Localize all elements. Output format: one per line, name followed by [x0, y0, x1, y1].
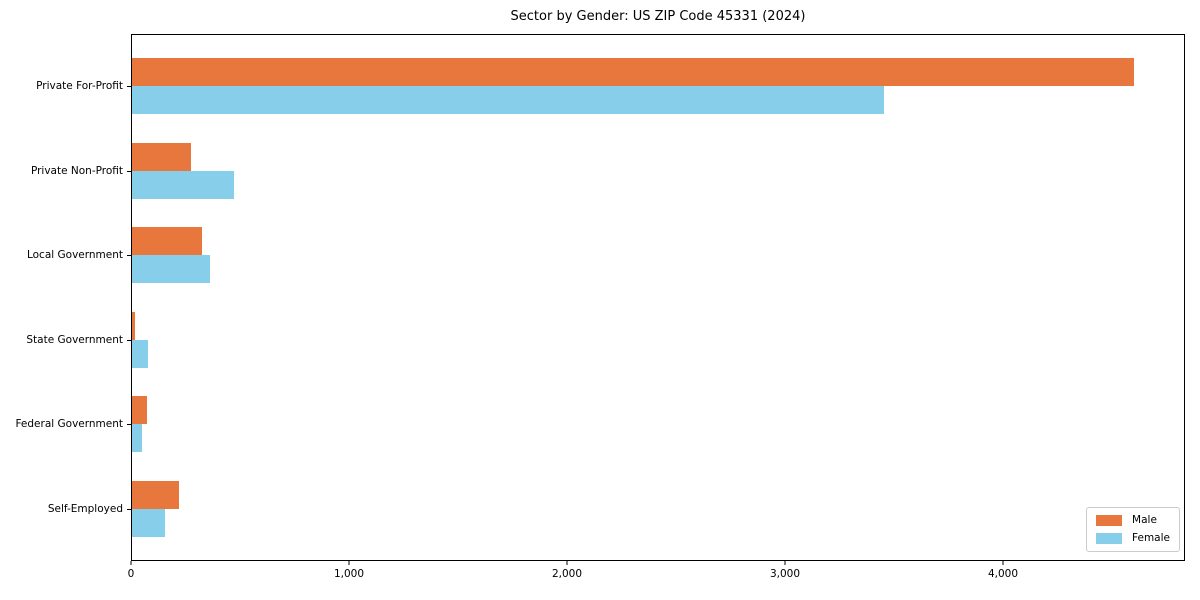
y-axis-label: Local Government [26, 249, 123, 262]
bar-male [132, 227, 202, 256]
legend-label-male: Male [1132, 514, 1157, 527]
bar-male [132, 480, 179, 509]
y-tick-mark [127, 339, 131, 341]
x-tick-label: 3,000 [769, 568, 800, 580]
x-tick-mark [1002, 561, 1004, 565]
bar-male [132, 58, 1134, 87]
y-tick-mark [127, 508, 131, 510]
bar-female [132, 255, 210, 284]
x-axis: 0 1,000 2,000 3,000 4,000 [127, 561, 1185, 587]
y-axis-label: Self-Employed [47, 502, 123, 515]
category-row: Private Non-Profit [31, 129, 1184, 214]
bar-female [132, 424, 143, 453]
y-axis-label: Federal Government [15, 418, 123, 431]
x-tick-mark [130, 561, 132, 565]
y-tick-mark [127, 170, 131, 172]
plot-area: Private For-Profit Private Non-Profit Loca… [15, 34, 1185, 561]
bar-female [132, 508, 166, 537]
bar-male [132, 142, 192, 171]
bar-group [132, 227, 1184, 284]
bar-female [132, 339, 148, 368]
bar-male [132, 311, 135, 340]
x-tick-label: 1,000 [333, 568, 365, 580]
bar-female [132, 170, 235, 199]
category-row: State Government [26, 298, 1184, 383]
bar-group [132, 142, 1184, 199]
chart-title: Sector by Gender: US ZIP Code 45331 (202… [510, 9, 806, 24]
bar-female [132, 86, 884, 115]
x-tick-label: 4,000 [987, 568, 1018, 580]
category-row: Federal Government [15, 382, 1184, 467]
category-row: Local Government [27, 213, 1184, 298]
legend-label-female: Female [1132, 532, 1170, 545]
y-tick-mark [127, 255, 131, 257]
legend-item-female: Female [1096, 533, 1170, 544]
y-tick-mark [127, 86, 131, 88]
x-tick-mark [784, 561, 786, 565]
bar-rows-container: Private For-Profit Private Non-Profit Loca… [15, 35, 1184, 560]
bar-group [132, 480, 1184, 537]
x-tick-mark [566, 561, 568, 565]
bar-group [132, 396, 1184, 453]
y-axis-label: State Government [26, 333, 123, 346]
bar-group [132, 58, 1184, 115]
legend-swatch-male-icon [1096, 515, 1123, 526]
y-axis-label: Private For-Profit [36, 80, 123, 93]
x-tick-label: 0 [127, 568, 135, 580]
category-row: Self-Employed [48, 467, 1184, 552]
legend-item-male: Male [1096, 515, 1170, 526]
x-tick-mark [348, 561, 350, 565]
y-tick-mark [127, 424, 131, 426]
bar-group [132, 311, 1184, 368]
x-tick-label: 2,000 [551, 568, 583, 580]
legend-swatch-female-icon [1096, 533, 1123, 544]
bar-male [132, 396, 147, 425]
category-row: Private For-Profit [36, 44, 1184, 129]
legend: Male Female [1086, 507, 1180, 552]
y-axis-label: Private Non-Profit [30, 164, 123, 177]
